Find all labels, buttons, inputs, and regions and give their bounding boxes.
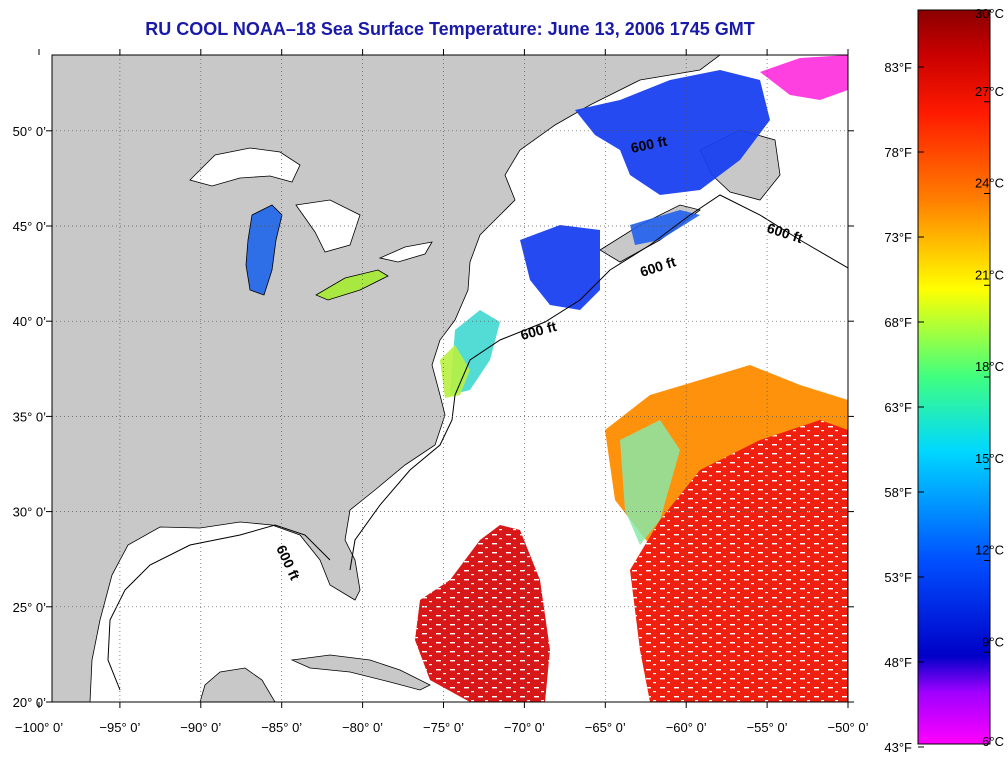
lon-label: −55° 0’ — [747, 720, 788, 735]
colorbar-celsius-label: 15°C — [975, 451, 1004, 466]
colorbar-fahrenheit-label: 73°F — [884, 230, 912, 245]
sst-sargasso-orange — [605, 365, 848, 545]
colorbar-celsius-label: 12°C — [975, 543, 1004, 558]
colorbar-fahrenheit-label: 68°F — [884, 315, 912, 330]
map-layers — [52, 55, 848, 702]
colorbar-celsius-label: 30°C — [975, 6, 1004, 21]
colorbar-labels: 30°C 27°C 24°C 21°C 18°C 15°C 12°C 9°C 6°C 83°F 78… — [884, 6, 1004, 755]
lat-label: 20° 0’ — [13, 695, 47, 710]
colorbar-ticks — [918, 9, 990, 748]
lon-label: −90° 0’ — [180, 720, 221, 735]
depth-contour-600ft — [107, 194, 848, 691]
cuba-land — [290, 654, 431, 691]
lon-label: −80° 0’ — [342, 720, 383, 735]
sst-bahamas-flecks — [415, 525, 550, 702]
lon-label: −95° 0’ — [99, 720, 140, 735]
lat-label: 50° 0’ — [13, 124, 47, 139]
colorbar-celsius-label: 24°C — [975, 176, 1004, 191]
lon-label: −100° 0’ — [15, 720, 63, 735]
colorbar-fahrenheit-label: 78°F — [884, 145, 912, 160]
sst-scotian-shelf — [630, 210, 700, 245]
colorbar-fahrenheit-label: 63°F — [884, 400, 912, 415]
lon-label: −85° 0’ — [261, 720, 302, 735]
colorbar-celsius-label: 21°C — [975, 267, 1004, 282]
colorbar-fahrenheit-label: 48°F — [884, 655, 912, 670]
sst-sargasso-flecks — [630, 420, 848, 702]
map-border — [51, 54, 849, 703]
sst-shelf-green — [440, 345, 470, 398]
colorbar-celsius-label: 27°C — [975, 84, 1004, 99]
contour-label-1: 600 ft — [629, 133, 668, 156]
lon-label: −75° 0’ — [423, 720, 464, 735]
lat-label: 45° 0’ — [13, 219, 47, 234]
colorbar-celsius-label: 9°C — [982, 634, 1004, 649]
lon-label: −70° 0’ — [504, 720, 545, 735]
colorbar-celsius-label: 6°C — [982, 734, 1004, 749]
lon-label: −65° 0’ — [585, 720, 626, 735]
graticule — [52, 55, 848, 702]
axis-ticks — [38, 49, 854, 708]
colorbar-celsius-label: 18°C — [975, 359, 1004, 374]
colorbar-fahrenheit-label: 53°F — [884, 570, 912, 585]
lat-label: 35° 0’ — [13, 409, 47, 424]
colorbar-fahrenheit-label: 83°F — [884, 60, 912, 75]
lake-erie — [315, 269, 389, 301]
lake-michigan — [245, 204, 283, 296]
sst-gulf-st-lawrence — [575, 70, 770, 195]
yucatan-land — [199, 667, 276, 702]
latitude-labels: 20° 0’ 25° 0’ 30° 0’ 35° 0’ 40° 0’ 45° 0’ 50° … — [13, 124, 47, 710]
lat-label: 30° 0’ — [13, 505, 47, 520]
lat-label: 40° 0’ — [13, 314, 47, 329]
lon-label: −60° 0’ — [666, 720, 707, 735]
map-title: RU COOL NOAA–18 Sea Surface Temperature:… — [145, 19, 755, 39]
lon-label: −50° 0’ — [828, 720, 869, 735]
lake-ontario — [378, 241, 433, 263]
sst-gulf-of-maine — [520, 225, 600, 310]
lat-label: 25° 0’ — [13, 600, 47, 615]
north-america-land — [52, 55, 721, 702]
sst-sargasso-green — [620, 420, 680, 545]
colorbar-fahrenheit-label: 58°F — [884, 485, 912, 500]
sst-labrador-pink — [760, 55, 848, 100]
lake-superior — [189, 147, 301, 187]
colorbar — [917, 9, 991, 745]
longitude-labels: −100° 0’ −95° 0’ −90° 0’ −85° 0’ −80° 0’ −75°… — [15, 720, 869, 735]
colorbar-fahrenheit-label: 43°F — [884, 740, 912, 755]
